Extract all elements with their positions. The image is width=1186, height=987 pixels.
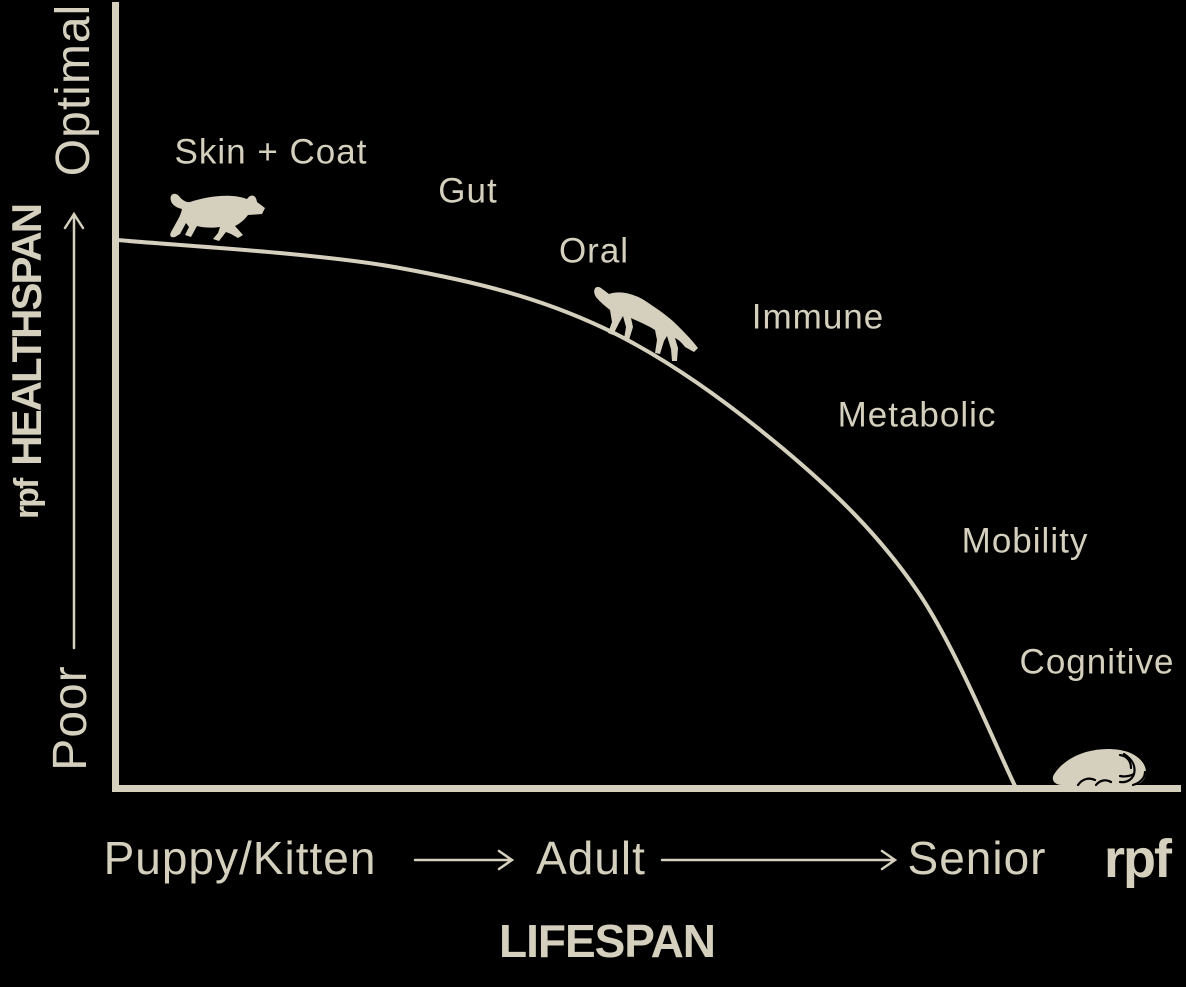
y-axis-up-arrow-icon: [63, 211, 85, 650]
curve-label-metabolic: Metabolic: [837, 395, 997, 435]
rpf-logo-vertical: rpf: [8, 479, 46, 520]
healthspan-curve: [116, 238, 1018, 790]
adult-to-senior-arrow-icon: [660, 849, 898, 871]
curve-label-immune: Immune: [751, 297, 885, 337]
y-axis-optimal-label: Optimal: [47, 3, 100, 177]
y-axis-poor-label: Poor: [44, 665, 97, 771]
y-axis-title-group: rpf HEALTHSPAN: [3, 204, 50, 520]
x-tick-puppy-kitten: Puppy/Kitten: [103, 832, 377, 884]
x-axis-title: LIFESPAN: [498, 915, 716, 967]
curve-label-cognitive: Cognitive: [1019, 642, 1175, 682]
senior-dog-icon: [1052, 749, 1147, 787]
curve-label-skin-coat: Skin + Coat: [174, 132, 368, 172]
curve-label-mobility: Mobility: [961, 521, 1089, 561]
y-axis-title: HEALTHSPAN: [3, 204, 50, 466]
puppy-to-adult-arrow-icon: [413, 849, 515, 871]
x-tick-senior: Senior: [907, 832, 1047, 884]
running-puppy-icon: [170, 193, 265, 241]
curve-label-oral: Oral: [558, 231, 630, 271]
adult-dog-icon: [594, 286, 698, 361]
curve-label-gut: Gut: [438, 171, 498, 211]
x-tick-adult: Adult: [536, 832, 646, 884]
rpf-logo-footer: rpf: [1104, 829, 1172, 889]
senior-dog-detail-lines: [1076, 752, 1147, 787]
